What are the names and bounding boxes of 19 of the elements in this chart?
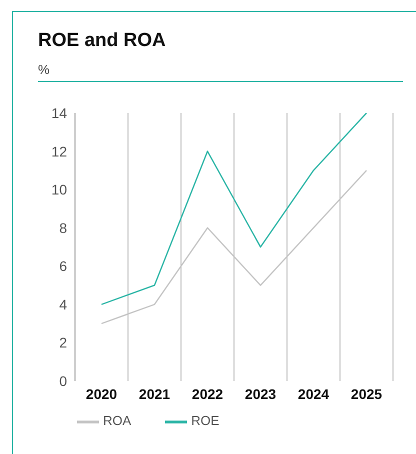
y-tick-label: 2 xyxy=(59,334,68,351)
legend-label: ROE xyxy=(191,413,220,428)
x-tick-label: 2023 xyxy=(244,386,276,402)
x-tick-label: 2022 xyxy=(192,386,224,402)
y-tick-label: 8 xyxy=(59,220,68,236)
y-axis-title: % xyxy=(38,62,403,82)
y-tick-label: 14 xyxy=(51,104,68,121)
y-tick-label: 6 xyxy=(59,258,68,274)
legend-label: ROA xyxy=(103,413,132,428)
y-tick-label: 0 xyxy=(59,372,68,389)
x-tick-label: 2020 xyxy=(86,386,118,402)
x-tick-label: 2021 xyxy=(138,386,170,402)
line-series xyxy=(100,113,368,306)
chart-title: ROE and ROA xyxy=(38,30,166,52)
y-tick-label: 12 xyxy=(51,143,68,160)
y-tick-label: 4 xyxy=(59,296,68,312)
x-tick-label: 2024 xyxy=(298,386,330,402)
x-tick-label: 2025 xyxy=(350,386,382,402)
y-tick-label: 10 xyxy=(51,182,68,198)
